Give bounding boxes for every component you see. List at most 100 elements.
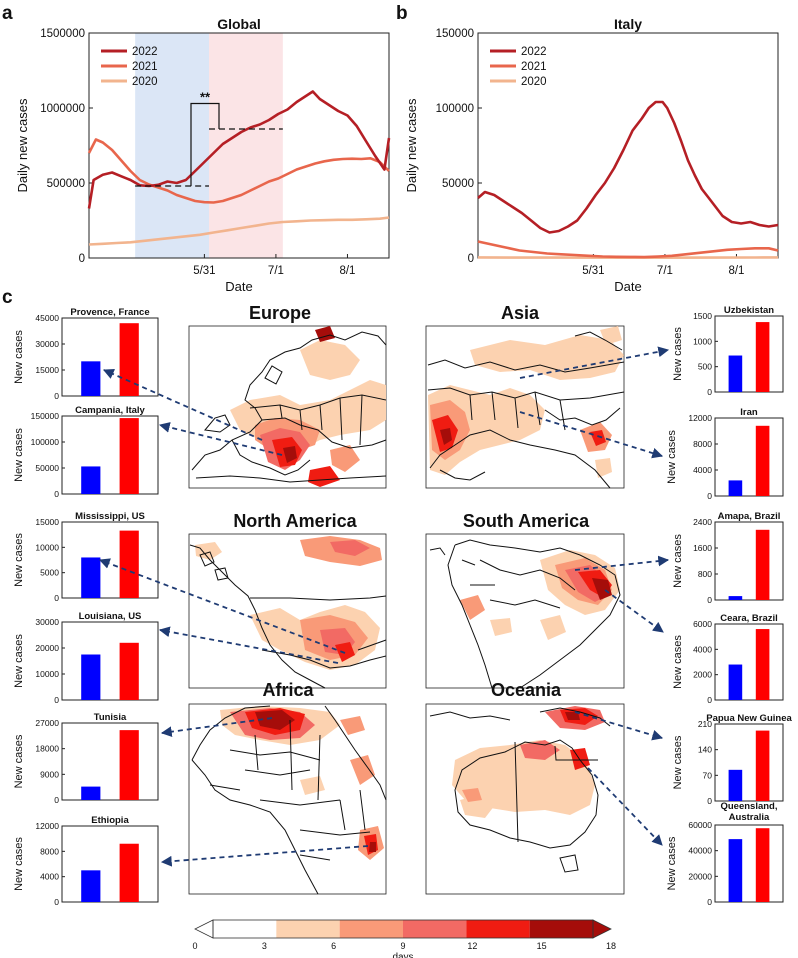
y-tick-label: 30000 bbox=[35, 339, 59, 349]
bar-title-line: Australia bbox=[729, 812, 770, 823]
arrow-louisiana bbox=[158, 626, 339, 664]
y-tick-label: 0 bbox=[54, 489, 59, 499]
map-title-oceania: Oceania bbox=[491, 680, 562, 700]
bar-y-label: New cases bbox=[672, 735, 684, 789]
bar-title: Uzbekistan bbox=[724, 305, 774, 316]
bar-y-label: New cases bbox=[13, 330, 25, 384]
y-tick-label: 12000 bbox=[688, 413, 712, 423]
y-tick-label: 18000 bbox=[35, 744, 59, 754]
y-tick-label: 0 bbox=[468, 253, 474, 265]
bar-before bbox=[81, 870, 101, 902]
arrow-uzbekistan bbox=[519, 346, 670, 379]
bar-title-line: Queensland, bbox=[720, 801, 777, 812]
series-line-2020 bbox=[88, 216, 390, 246]
y-axis-label: Daily new cases bbox=[15, 98, 30, 192]
bar-during bbox=[755, 322, 770, 392]
shaded-period-before bbox=[135, 33, 209, 258]
bar-chart-ceara: 0 2000 4000 6000 Ceara, Brazil New cases bbox=[672, 613, 784, 705]
x-tick-label: 7/1 bbox=[657, 265, 673, 277]
y-tick-label: 0 bbox=[54, 391, 59, 401]
colorbar-segment bbox=[529, 920, 593, 938]
x-tick-label: 5/31 bbox=[582, 265, 604, 277]
series-line-2022 bbox=[477, 100, 779, 234]
map-title-north-america: North America bbox=[233, 511, 357, 531]
y-tick-label: 210 bbox=[698, 719, 712, 729]
y-tick-label: 8000 bbox=[40, 846, 59, 856]
bar-chart-ethiopia: 0 4000 8000 12000 Ethiopia New cases bbox=[13, 815, 159, 907]
x-tick-label: 8/1 bbox=[339, 265, 355, 277]
bar-frame bbox=[61, 621, 159, 701]
colorbar-segment bbox=[213, 920, 277, 938]
arrow-papua bbox=[574, 711, 664, 741]
map-title-south-america: South America bbox=[463, 511, 590, 531]
asia-borders bbox=[427, 331, 625, 489]
map-europe: Europe bbox=[188, 303, 387, 489]
south-america-heat-regions bbox=[460, 550, 620, 640]
bar-title: Iran bbox=[740, 407, 758, 418]
bar-chart-amapa: 0 800 1600 2400 Amapa, Brazil New cases bbox=[672, 511, 784, 605]
bar-y-label: New cases bbox=[672, 327, 684, 381]
chart-title: Italy bbox=[614, 16, 642, 32]
bar-frame bbox=[61, 722, 159, 801]
italy-line-chart: 0 50000 100000 150000 5/31 7/1 8/1 Italy Date Dai… bbox=[404, 16, 779, 294]
bar-before bbox=[728, 769, 743, 801]
global-line-chart: 0 500000 1000000 1500000 5/31 7/1 8/1 Global Dat… bbox=[15, 16, 391, 294]
y-tick-label: 1500000 bbox=[40, 28, 85, 40]
y-tick-label: 10000 bbox=[35, 669, 59, 679]
bar-chart-mississippi: 0 5000 10000 15000 Mississippi, US New cases bbox=[13, 511, 159, 603]
bar-frame bbox=[61, 521, 159, 599]
bar-before bbox=[81, 557, 101, 598]
colorbar-tick-label: 9 bbox=[400, 941, 405, 951]
colorbar-tick-label: 18 bbox=[606, 941, 616, 951]
x-axis-label: Date bbox=[225, 279, 252, 294]
series-line-2022 bbox=[87, 90, 391, 209]
significance-bracket bbox=[190, 102, 220, 186]
y-tick-label: 500 bbox=[698, 362, 712, 372]
bar-chart-uzbekistan: 0 500 1000 1500 Uzbekistan New cases bbox=[672, 305, 784, 397]
bar-frame bbox=[61, 825, 159, 903]
panel-label-c: c bbox=[2, 287, 13, 308]
bar-chart-iran: 0 4000 8000 12000 Iran New cases bbox=[666, 407, 784, 501]
bar-title: Tunisia bbox=[94, 712, 127, 723]
y-tick-label: 20000 bbox=[688, 871, 712, 881]
arrow-tunisia bbox=[160, 717, 273, 738]
y-tick-label: 40000 bbox=[688, 846, 712, 856]
y-tick-label: 50000 bbox=[35, 463, 59, 473]
oceania-heat-regions bbox=[452, 706, 605, 818]
map-title-asia: Asia bbox=[501, 303, 540, 323]
y-tick-label: 1000 bbox=[693, 336, 712, 346]
colorbar-frame bbox=[212, 919, 594, 939]
bar-during bbox=[119, 843, 139, 902]
legend-label-2020: 2020 bbox=[132, 76, 158, 88]
y-tick-label: 60000 bbox=[688, 820, 712, 830]
y-tick-label: 100000 bbox=[436, 103, 474, 115]
y-tick-label: 70 bbox=[703, 770, 713, 780]
colorbar-tick-label: 3 bbox=[262, 941, 267, 951]
map-title-europe: Europe bbox=[249, 303, 311, 323]
y-tick-label: 4000 bbox=[693, 644, 712, 654]
bar-frame bbox=[714, 623, 784, 701]
bar-title: Ceara, Brazil bbox=[720, 613, 778, 624]
y-tick-label: 150000 bbox=[31, 411, 60, 421]
y-tick-label: 0 bbox=[79, 253, 85, 265]
bar-during bbox=[755, 529, 770, 600]
bar-frame bbox=[714, 315, 784, 393]
bar-y-label: New cases bbox=[672, 635, 684, 689]
series-line-2021 bbox=[87, 138, 390, 204]
bar-frame bbox=[714, 417, 784, 497]
colorbar-segment bbox=[403, 920, 467, 938]
arrow-mississippi bbox=[98, 558, 346, 654]
bar-frame bbox=[714, 723, 784, 802]
x-tick-label: 8/1 bbox=[728, 265, 744, 277]
y-tick-label: 0 bbox=[707, 387, 712, 397]
bar-y-label: New cases bbox=[13, 428, 25, 482]
bar-chart-tunisia: 0 9000 18000 27000 Tunisia New cases bbox=[13, 712, 159, 805]
x-axis-label: Date bbox=[614, 279, 641, 294]
bar-title: Ethiopia bbox=[91, 815, 129, 826]
north-america-heat-regions bbox=[195, 536, 382, 670]
colorbar-tick-label: 15 bbox=[537, 941, 547, 951]
bar-before bbox=[81, 786, 101, 800]
bar-during bbox=[119, 642, 139, 700]
